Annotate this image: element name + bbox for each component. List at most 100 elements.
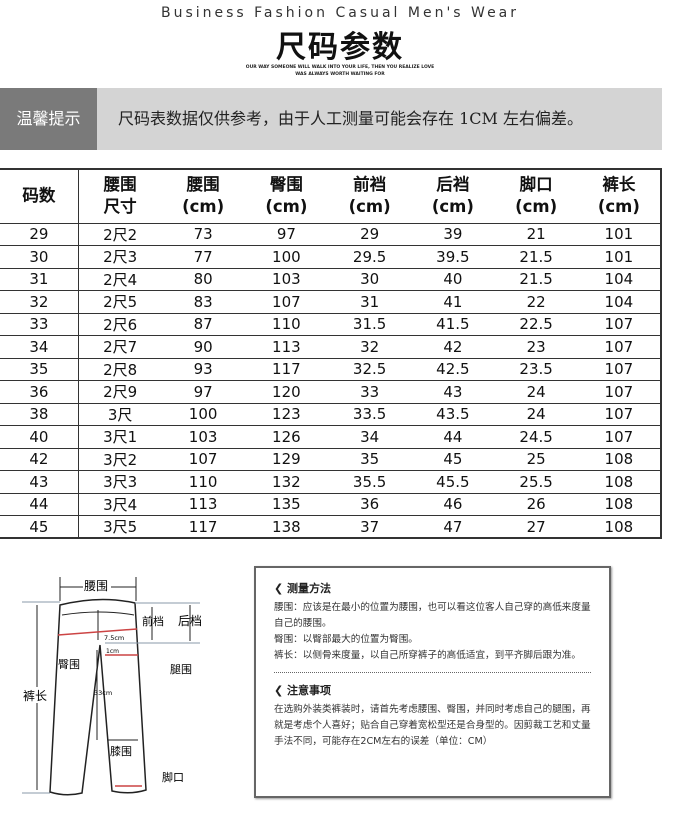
table-cell: 108 bbox=[577, 515, 661, 538]
label-back-rise: 后档 bbox=[178, 614, 202, 628]
label-hip: 臀围 bbox=[58, 658, 80, 671]
table-cell: 103 bbox=[161, 425, 245, 448]
column-header: 腰围 尺寸 bbox=[78, 168, 162, 223]
notes-box: ❮ 测量方法 腰围：应该是在最小的位置为腰围，也可以看这位客人自己穿的高低来度量… bbox=[254, 566, 611, 798]
table-cell: 22 bbox=[494, 290, 578, 313]
column-header: 后裆 (cm) bbox=[411, 168, 495, 223]
table-cell: 3尺3 bbox=[78, 470, 162, 493]
table-cell: 33 bbox=[327, 380, 412, 403]
table-cell: 32.5 bbox=[327, 357, 412, 381]
table-cell: 97 bbox=[244, 222, 328, 246]
table-cell: 43 bbox=[0, 470, 79, 493]
table-cell: 31.5 bbox=[327, 312, 412, 336]
table-cell: 35 bbox=[0, 357, 79, 381]
table-cell: 46 bbox=[411, 492, 495, 516]
pants-outline bbox=[49, 598, 147, 796]
table-cell: 108 bbox=[577, 492, 661, 516]
table-cell: 38 bbox=[0, 402, 79, 426]
table-cell: 41 bbox=[411, 290, 495, 313]
header-text: (cm) bbox=[348, 197, 391, 217]
table-cell: 36 bbox=[0, 380, 79, 403]
chevron-left-icon: ❮ bbox=[274, 582, 288, 595]
column-header: 臀围 (cm) bbox=[244, 168, 328, 223]
table-row: 40 3尺1 103 126 34 44 24.5 107 bbox=[0, 425, 661, 448]
column-header: 码数 bbox=[0, 168, 79, 223]
table-cell: 42 bbox=[0, 447, 79, 471]
table-cell: 107 bbox=[577, 380, 661, 403]
label-thigh: 腿围 bbox=[170, 663, 192, 676]
table-row: 45 3尺5 117 138 37 47 27 108 bbox=[0, 515, 661, 538]
table-row: 30 2尺3 77 100 29.5 39.5 21.5 101 bbox=[0, 245, 661, 268]
size-table: 码数 腰围 尺寸 腰围 (cm) 臀围 (cm) 前裆 (cm) 后裆 (cm) 脚口 (cm) 裤长 (c… bbox=[0, 168, 662, 539]
table-cell: 107 bbox=[577, 335, 661, 358]
table-cell: 2尺6 bbox=[78, 312, 162, 336]
table-cell: 21.5 bbox=[494, 245, 578, 268]
table-cell: 101 bbox=[577, 245, 661, 268]
table-cell: 108 bbox=[577, 470, 661, 493]
table-cell: 2尺9 bbox=[78, 380, 162, 403]
table-cell: 104 bbox=[577, 290, 661, 313]
table-cell: 32 bbox=[327, 335, 412, 358]
table-cell: 31 bbox=[327, 290, 412, 313]
method-hip: 臀围：以臀部最大的位置为臀围。 bbox=[274, 634, 418, 645]
table-cell: 22.5 bbox=[494, 312, 578, 336]
method-heading: ❮ 测量方法 bbox=[274, 582, 332, 595]
table-cell: 45 bbox=[411, 447, 495, 471]
table-cell: 45 bbox=[0, 515, 79, 538]
table-cell: 2尺5 bbox=[78, 290, 162, 313]
table-cell: 25.5 bbox=[494, 470, 578, 493]
table-cell: 101 bbox=[577, 222, 661, 246]
table-cell: 108 bbox=[577, 447, 661, 471]
table-cell: 77 bbox=[161, 245, 245, 268]
table-cell: 3尺5 bbox=[78, 515, 162, 538]
table-cell: 107 bbox=[577, 312, 661, 336]
table-cell: 107 bbox=[577, 357, 661, 381]
tagline: OUR WAY SOMEONE WILL WALK INTO YOUR LIFE… bbox=[245, 65, 435, 70]
table-cell: 135 bbox=[244, 492, 328, 516]
table-cell: 2尺3 bbox=[78, 245, 162, 268]
table-cell: 29 bbox=[0, 222, 79, 246]
table-cell: 129 bbox=[244, 447, 328, 471]
table-cell: 23.5 bbox=[494, 357, 578, 381]
table-cell: 87 bbox=[161, 312, 245, 336]
table-cell: 132 bbox=[244, 470, 328, 493]
label-knee: 膝围 bbox=[110, 745, 132, 758]
table-cell: 45.5 bbox=[411, 470, 495, 493]
attention-heading: ❮ 注意事项 bbox=[274, 684, 332, 697]
table-cell: 100 bbox=[161, 402, 245, 426]
table-cell: 83 bbox=[161, 290, 245, 313]
tip-banner bbox=[0, 88, 662, 150]
label-m3: 33cm bbox=[94, 689, 112, 697]
header-text: (cm) bbox=[515, 197, 558, 217]
table-row: 43 3尺3 110 132 35.5 45.5 25.5 108 bbox=[0, 470, 661, 493]
table-cell: 36 bbox=[327, 492, 412, 516]
column-header: 前裆 (cm) bbox=[327, 168, 412, 223]
table-cell: 90 bbox=[161, 335, 245, 358]
header-text: 臀围 bbox=[269, 175, 303, 195]
table-cell: 73 bbox=[161, 222, 245, 246]
table-cell: 42 bbox=[411, 335, 495, 358]
header-text: 前裆 bbox=[353, 175, 387, 195]
table-cell: 40 bbox=[411, 267, 495, 291]
table-cell: 29 bbox=[327, 222, 412, 246]
table-cell: 3尺 bbox=[78, 402, 162, 426]
table-cell: 117 bbox=[244, 357, 328, 381]
table-row: 33 2尺6 87 110 31.5 41.5 22.5 107 bbox=[0, 312, 661, 336]
table-row: 36 2尺9 97 120 33 43 24 107 bbox=[0, 380, 661, 403]
table-cell: 37 bbox=[327, 515, 412, 538]
table-cell: 41.5 bbox=[411, 312, 495, 336]
header-text: 腰围 bbox=[186, 175, 220, 195]
table-cell: 42.5 bbox=[411, 357, 495, 381]
table-cell: 24 bbox=[494, 380, 578, 403]
page-title: 尺码参数 bbox=[276, 30, 404, 65]
tip-text: 尺码表数据仅供参考，由于人工测量可能会存在 1CM 左右偏差。 bbox=[118, 109, 583, 128]
header-text: (cm) bbox=[597, 197, 640, 217]
table-header-row: 码数 腰围 尺寸 腰围 (cm) 臀围 (cm) 前裆 (cm) 后裆 (cm) 脚口 (cm) 裤长 (c… bbox=[0, 168, 661, 223]
table-cell: 138 bbox=[244, 515, 328, 538]
table-cell: 104 bbox=[577, 267, 661, 291]
table-cell: 32 bbox=[0, 290, 79, 313]
table-cell: 2尺2 bbox=[78, 222, 162, 246]
table-cell: 123 bbox=[244, 402, 328, 426]
table-cell: 35 bbox=[327, 447, 412, 471]
table-cell: 31 bbox=[0, 267, 79, 291]
